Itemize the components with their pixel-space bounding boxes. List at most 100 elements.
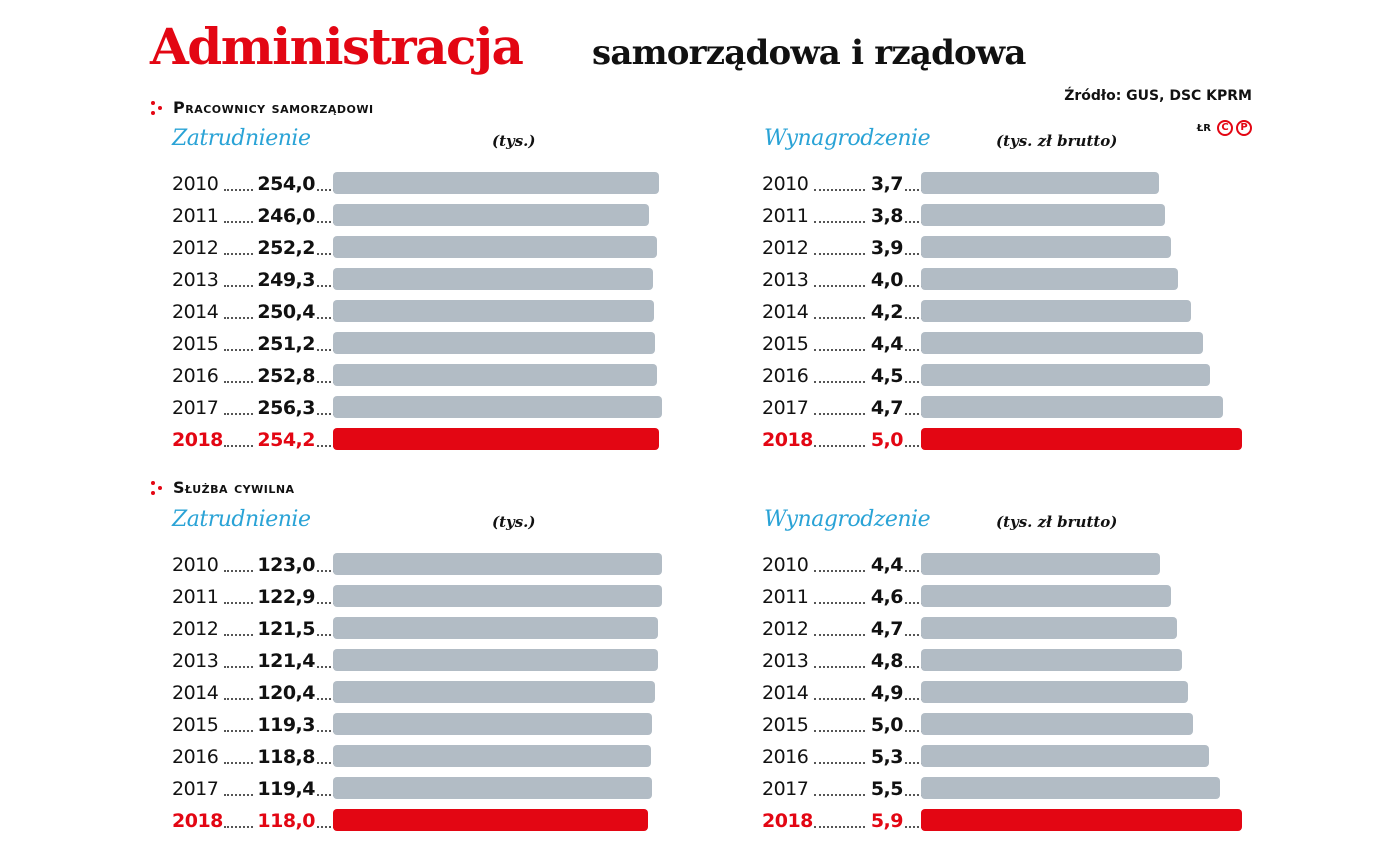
bar-row: 2011 4,6 <box>762 585 1362 609</box>
bar-row: 2013 121,4 <box>172 649 772 673</box>
bar-row: 2010 254,0 <box>172 172 772 196</box>
panel-title: Zatrudnienie <box>172 507 311 532</box>
bar <box>333 396 662 418</box>
year-label: 2014 <box>172 682 219 704</box>
year-label: 2016 <box>172 746 219 768</box>
bar-row: 2018 5,0 <box>762 428 1362 452</box>
bar-row: 2015 5,0 <box>762 713 1362 737</box>
value-label: 122,9 <box>253 585 315 609</box>
value-label: 4,5 <box>866 364 904 388</box>
bar-row: 2014 4,9 <box>762 681 1362 705</box>
bar-row: 2015 4,4 <box>762 332 1362 356</box>
bar <box>921 617 1177 639</box>
panel-title: Wynagrodzenie <box>764 507 931 532</box>
bar-row: 2017 119,4 <box>172 777 772 801</box>
value-label: 252,2 <box>253 236 315 260</box>
bar-row: 2017 256,3 <box>172 396 772 420</box>
bar <box>333 204 649 226</box>
year-label: 2016 <box>762 365 809 387</box>
value-label: 249,3 <box>253 268 315 292</box>
value-label: 4,4 <box>866 553 904 577</box>
leader-dots <box>814 381 877 383</box>
year-label: 2010 <box>172 554 219 576</box>
leader-dots <box>814 189 877 191</box>
bar <box>333 713 652 735</box>
leader-dots <box>814 730 877 732</box>
bar <box>333 585 662 607</box>
value-label: 4,9 <box>866 681 904 705</box>
year-label: 2017 <box>172 778 219 800</box>
bar-row: 2014 250,4 <box>172 300 772 324</box>
value-label: 250,4 <box>253 300 315 324</box>
bar-row: 2014 120,4 <box>172 681 772 705</box>
value-label: 4,7 <box>866 617 904 641</box>
leader-dots <box>814 221 877 223</box>
value-label: 5,9 <box>866 809 904 833</box>
value-label: 4,7 <box>866 396 904 420</box>
bar-row: 2013 4,0 <box>762 268 1362 292</box>
panel-title: Zatrudnienie <box>172 126 311 151</box>
bar <box>333 268 653 290</box>
year-label: 2010 <box>172 173 219 195</box>
bar <box>921 428 1242 450</box>
bar <box>921 396 1223 418</box>
value-label: 4,0 <box>866 268 904 292</box>
leader-dots <box>814 570 877 572</box>
value-label: 118,8 <box>253 745 315 769</box>
value-label: 4,6 <box>866 585 904 609</box>
leader-dots <box>814 794 877 796</box>
section-label: Służba cywilna <box>173 478 295 497</box>
year-label: 2011 <box>172 205 219 227</box>
leader-dots <box>814 698 877 700</box>
value-label: 120,4 <box>253 681 315 705</box>
value-label: 119,4 <box>253 777 315 801</box>
year-label: 2015 <box>172 714 219 736</box>
bar <box>921 300 1191 322</box>
bar <box>333 172 659 194</box>
value-label: 119,3 <box>253 713 315 737</box>
bar <box>333 332 655 354</box>
leader-dots <box>814 634 877 636</box>
year-label: 2012 <box>762 237 809 259</box>
year-label: 2017 <box>172 397 219 419</box>
leader-dots <box>814 253 877 255</box>
bar-row: 2018 118,0 <box>172 809 772 833</box>
bar <box>333 809 648 831</box>
value-label: 254,2 <box>253 428 315 452</box>
value-label: 3,8 <box>866 204 904 228</box>
value-label: 121,5 <box>253 617 315 641</box>
bar <box>333 649 658 671</box>
year-label: 2014 <box>762 301 809 323</box>
credit: ŁR C P <box>1197 120 1252 136</box>
value-label: 5,5 <box>866 777 904 801</box>
bar-row: 2012 3,9 <box>762 236 1362 260</box>
bar <box>921 236 1171 258</box>
copyright-icon: C <box>1217 120 1233 136</box>
publisher-icon: P <box>1236 120 1252 136</box>
bar-row: 2012 252,2 <box>172 236 772 260</box>
year-label: 2013 <box>762 650 809 672</box>
section-heading-sluzba-cywilna: Służba cywilna <box>151 478 295 497</box>
bar-row: 2017 4,7 <box>762 396 1362 420</box>
year-label: 2014 <box>172 301 219 323</box>
bar-row: 2015 251,2 <box>172 332 772 356</box>
bar <box>333 553 662 575</box>
bar-row: 2015 119,3 <box>172 713 772 737</box>
bar-row: 2018 254,2 <box>172 428 772 452</box>
source-note: Źródło: GUS, DSC KPRM <box>1064 88 1252 104</box>
value-label: 246,0 <box>253 204 315 228</box>
year-label: 2017 <box>762 778 809 800</box>
bar <box>921 745 1209 767</box>
bar-row: 2013 249,3 <box>172 268 772 292</box>
bar <box>333 777 652 799</box>
section-label: Pracownicy samorządowi <box>173 98 374 117</box>
leader-dots <box>814 666 877 668</box>
bar <box>333 300 654 322</box>
author-initials: ŁR <box>1196 122 1211 134</box>
panel-unit: (tys.) <box>492 132 536 150</box>
bar <box>921 364 1210 386</box>
bar <box>921 172 1159 194</box>
leader-dots <box>814 602 877 604</box>
value-label: 4,4 <box>866 332 904 356</box>
value-label: 118,0 <box>253 809 315 833</box>
